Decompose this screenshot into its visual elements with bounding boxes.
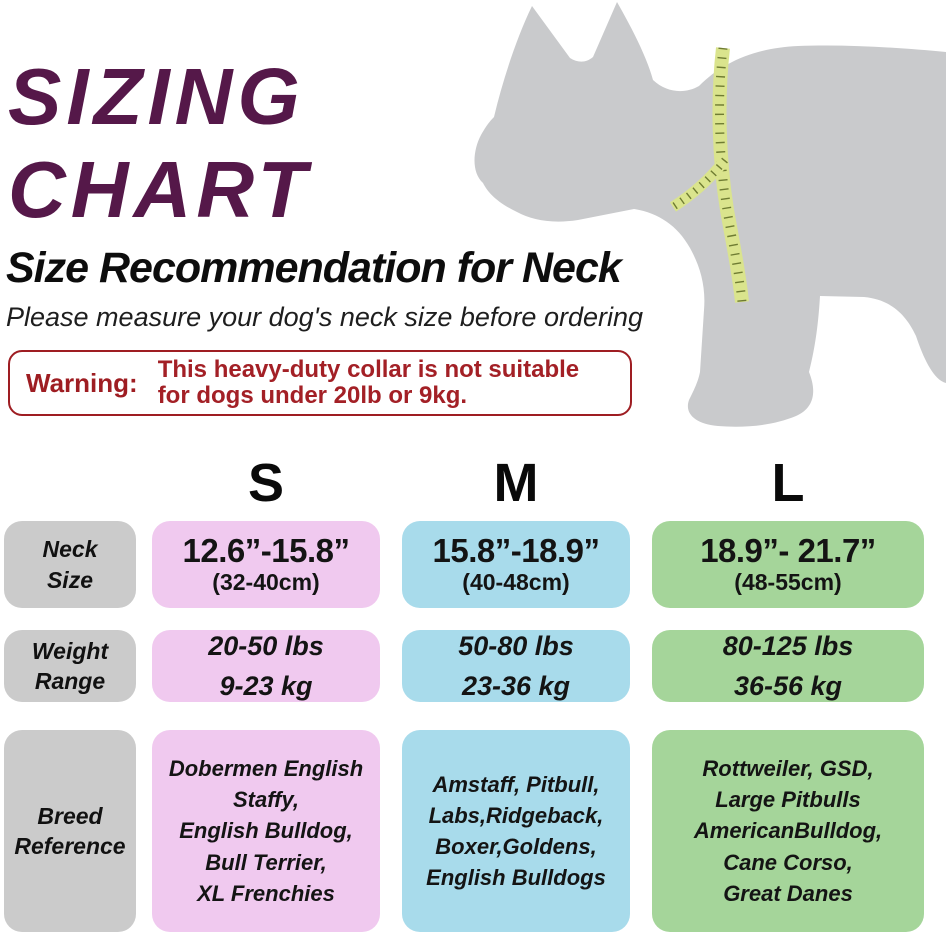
- measuring-tape-branch: [669, 156, 730, 212]
- weight-lbs-m: 50-80 lbs: [458, 630, 574, 661]
- weight-range-cell-m: 50-80 lbs 23-36 kg: [402, 630, 630, 702]
- weight-kg-m: 23-36 kg: [461, 671, 571, 701]
- neck-size-value-s: 12.6”-15.8”: [182, 532, 350, 570]
- breed-reference-cell-l: Rottweiler, GSD, Large Pitbulls American…: [652, 730, 924, 932]
- neck-size-value-l: 18.9”- 21.7”: [700, 532, 876, 570]
- weight-lbs-s: 20-50 lbs: [208, 630, 324, 661]
- warning-label: Warning:: [26, 367, 138, 398]
- page-title-line2: CHART: [8, 145, 312, 234]
- column-header-m: M: [493, 453, 539, 513]
- breed-list-s: Dobermen English Staffy, English Bulldog…: [168, 755, 364, 906]
- row-label-neck-size: Neck Size: [4, 521, 136, 608]
- breed-reference-cell-m: Amstaff, Pitbull, Labs,Ridgeback, Boxer,…: [402, 730, 630, 932]
- breed-list-l: Rottweiler, GSD, Large Pitbulls American…: [693, 755, 883, 906]
- neck-size-cell-l: 18.9”- 21.7” (48-55cm): [652, 521, 924, 608]
- dog-body: [474, 2, 946, 427]
- row-label-breed-reference: Breed Reference: [4, 730, 136, 932]
- weight-range-cell-s: 20-50 lbs 9-23 kg: [152, 630, 380, 702]
- neck-size-value-m: 15.8”-18.9”: [432, 532, 600, 570]
- warning-message: This heavy-duty collar is not suitable f…: [157, 355, 580, 409]
- weight-kg-l: 36-56 kg: [733, 671, 843, 701]
- neck-size-metric-m: (40-48cm): [462, 568, 570, 595]
- page-title-line1: SIZING: [8, 52, 305, 141]
- neck-size-metric-s: (32-40cm): [212, 568, 320, 595]
- breed-reference-cell-s: Dobermen English Staffy, English Bulldog…: [152, 730, 380, 932]
- weight-range-cell-l: 80-125 lbs 36-56 kg: [652, 630, 924, 702]
- column-header-l: L: [771, 453, 805, 513]
- warning-box: Warning: This heavy-duty collar is not s…: [8, 350, 632, 416]
- row-label-weight-range: Weight Range: [4, 630, 136, 702]
- subtitle: Size Recommendation for Neck: [6, 244, 622, 292]
- dog-silhouette-illustration: [474, 2, 946, 427]
- weight-range-text-m: 50-80 lbs 23-36 kg: [458, 626, 574, 707]
- breed-list-m: Amstaff, Pitbull, Labs,Ridgeback, Boxer,…: [426, 771, 606, 891]
- weight-lbs-l: 80-125 lbs: [722, 630, 854, 661]
- weight-range-text-s: 20-50 lbs 9-23 kg: [208, 626, 324, 707]
- page-title: SIZING CHART: [8, 50, 312, 236]
- weight-range-text-l: 80-125 lbs 36-56 kg: [723, 626, 854, 707]
- measuring-tape: [712, 47, 749, 303]
- neck-size-metric-l: (48-55cm): [734, 568, 842, 595]
- neck-size-cell-s: 12.6”-15.8” (32-40cm): [152, 521, 380, 608]
- measure-note: Please measure your dog's neck size befo…: [6, 302, 644, 332]
- weight-kg-s: 9-23 kg: [219, 671, 313, 701]
- neck-size-cell-m: 15.8”-18.9” (40-48cm): [402, 521, 630, 608]
- column-header-s: S: [247, 453, 285, 513]
